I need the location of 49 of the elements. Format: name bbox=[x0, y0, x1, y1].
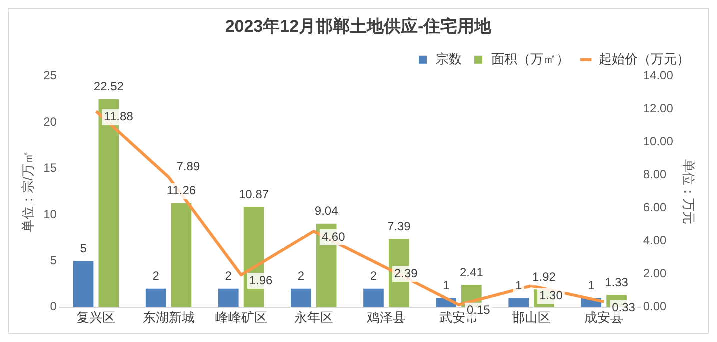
data-label: 0.33 bbox=[612, 300, 636, 314]
y-tick-label: 10 bbox=[44, 207, 58, 222]
y2-tick-label: 6.00 bbox=[643, 200, 668, 215]
y-tick-label: 25 bbox=[44, 68, 58, 83]
data-label: 1.30 bbox=[540, 288, 564, 302]
data-label: 2.41 bbox=[460, 265, 484, 280]
data-label: 22.52 bbox=[94, 80, 124, 94]
data-label: 2.39 bbox=[394, 266, 418, 280]
y2-tick-label: 4.00 bbox=[643, 234, 668, 248]
data-label: 2 bbox=[298, 269, 305, 284]
data-label: 2 bbox=[370, 269, 378, 284]
legend-label: 面积（万㎡） bbox=[492, 51, 570, 66]
y-axis-title: 单位：宗/万㎡ bbox=[20, 151, 36, 233]
x-tick-label: 邯山区 bbox=[512, 310, 552, 325]
data-label: 1 bbox=[516, 278, 523, 292]
data-label: 5 bbox=[80, 242, 88, 256]
data-label: 9.04 bbox=[314, 204, 339, 218]
x-tick-label: 永年区 bbox=[294, 310, 334, 325]
legend-label: 起始价（万元） bbox=[599, 51, 690, 66]
y2-tick-label: 12.00 bbox=[643, 102, 674, 116]
data-label: 4.60 bbox=[322, 230, 346, 244]
legend-label: 宗数 bbox=[436, 51, 462, 66]
y-tick-label: 0 bbox=[50, 300, 58, 314]
y2-tick-label: 10.00 bbox=[643, 134, 674, 149]
y-tick-label: 5 bbox=[50, 254, 58, 268]
y2-axis-title: 单位：万元 bbox=[682, 159, 697, 224]
data-label: 7.39 bbox=[387, 219, 412, 234]
y2-tick-label: 14.00 bbox=[643, 68, 674, 83]
data-label: 1 bbox=[588, 278, 596, 292]
data-label: 2 bbox=[225, 269, 232, 284]
x-tick-label: 东湖新城 bbox=[142, 310, 195, 325]
data-label: 7.89 bbox=[176, 160, 200, 174]
data-label: 11.26 bbox=[166, 184, 196, 198]
x-tick-label: 复兴区 bbox=[76, 310, 116, 325]
data-label: 11.88 bbox=[104, 110, 134, 124]
data-label: 1.92 bbox=[532, 270, 556, 284]
y-tick-label: 20 bbox=[44, 114, 58, 129]
chart-title: 2023年12月邯郸土地供应-住宅用地 bbox=[225, 16, 493, 36]
data-label: 1 bbox=[442, 278, 450, 292]
y2-tick-label: 2.00 bbox=[643, 266, 668, 281]
data-label: 1.96 bbox=[249, 273, 274, 288]
y2-tick-label: 8.00 bbox=[643, 168, 668, 182]
y2-tick-label: 0.00 bbox=[643, 300, 668, 314]
data-label: 10.87 bbox=[239, 187, 270, 202]
y-tick-label: 15 bbox=[44, 161, 58, 176]
x-tick-label: 峰峰矿区 bbox=[215, 310, 268, 325]
data-label: 2 bbox=[152, 269, 160, 284]
data-label: 1.33 bbox=[605, 275, 629, 290]
x-tick-label: 鸡泽县 bbox=[366, 310, 406, 325]
